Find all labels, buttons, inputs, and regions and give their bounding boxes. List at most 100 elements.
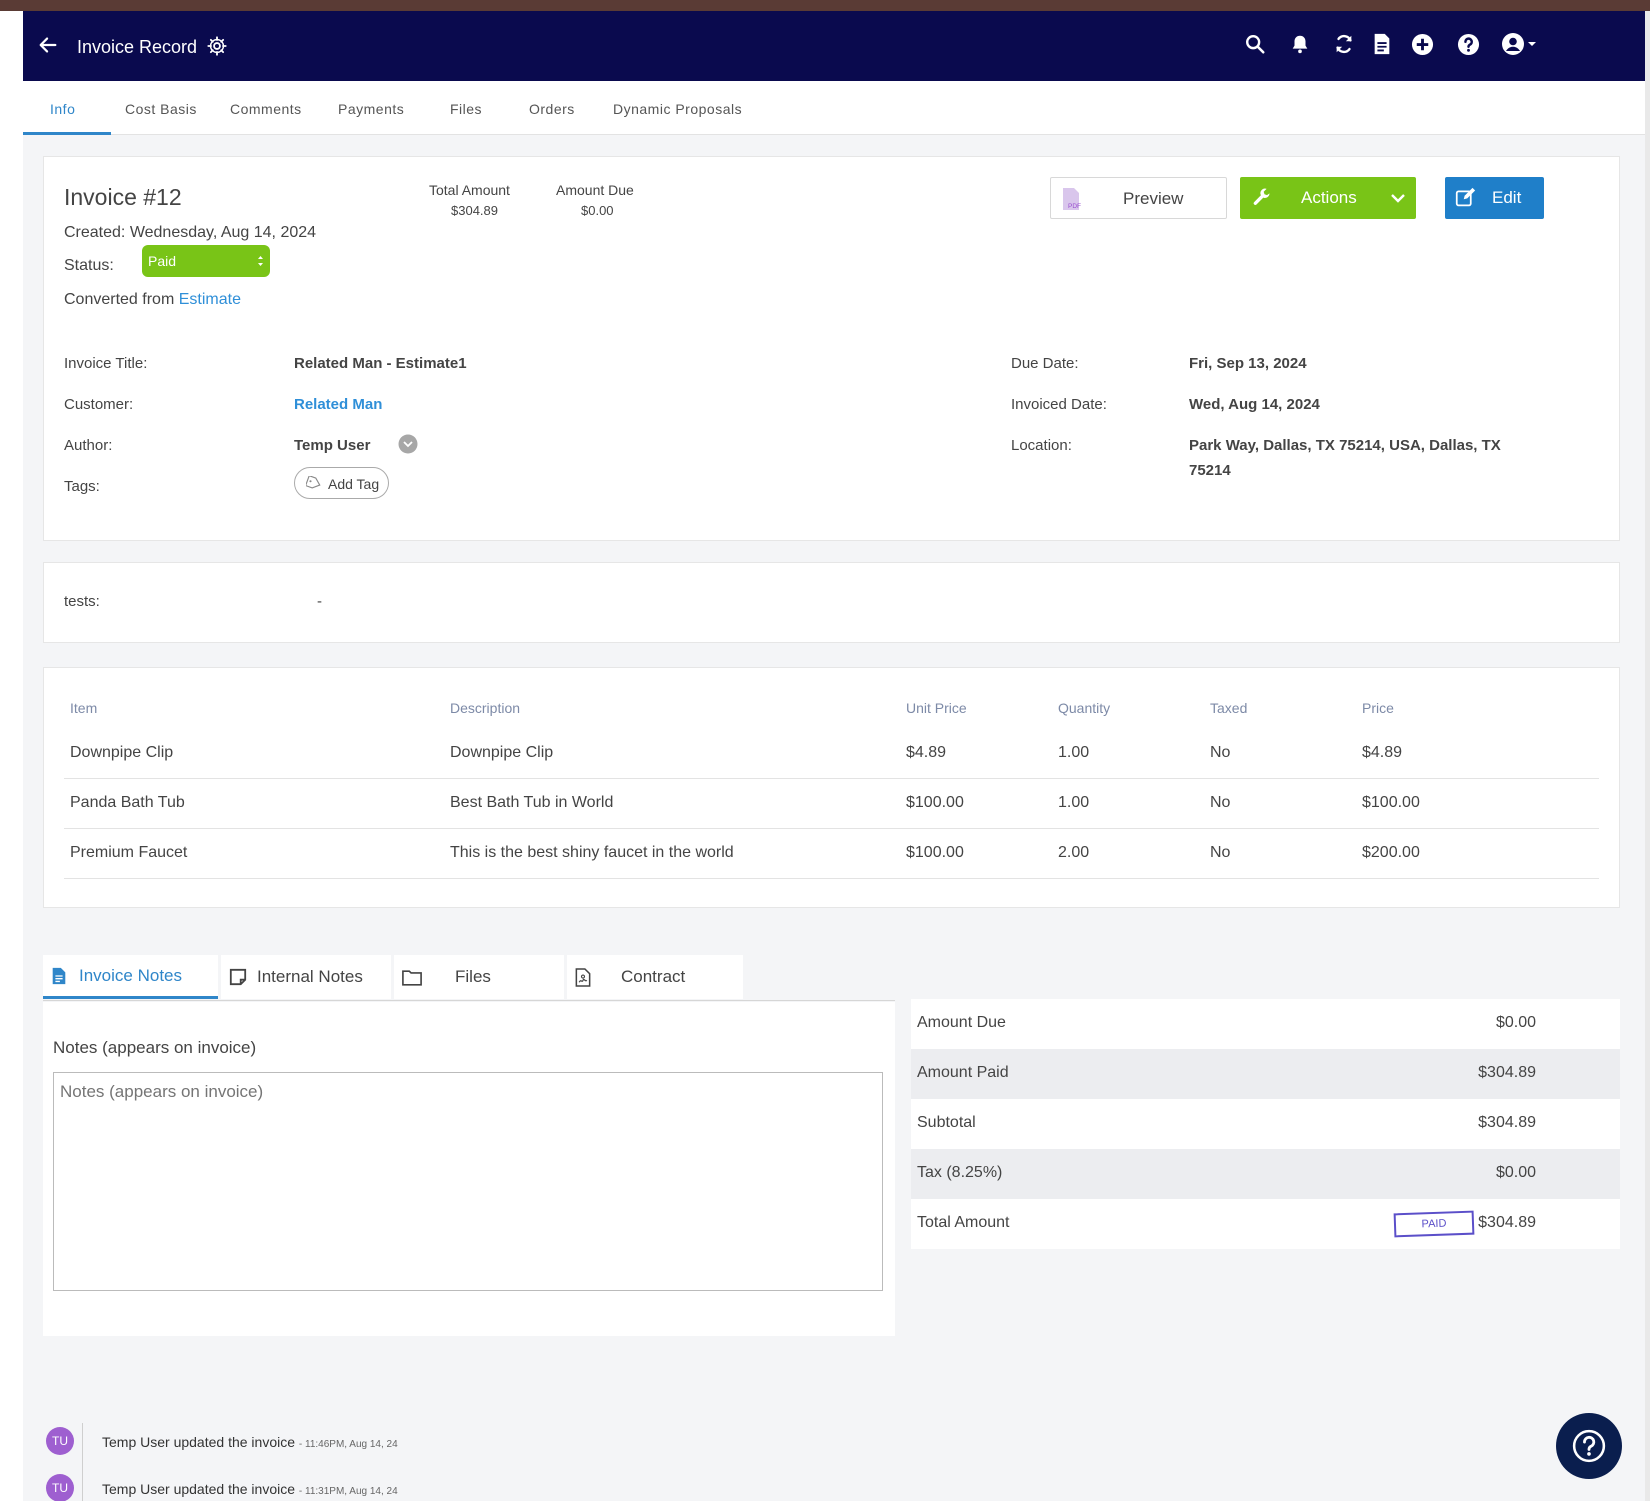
notes-panel: Notes (appears on invoice) [43, 1002, 895, 1336]
table-cell: Downpipe Clip [64, 728, 444, 779]
status-value: Paid [148, 253, 177, 269]
totals-row-subtotal: Subtotal $304.89 [917, 1114, 1536, 1131]
status-select[interactable]: Paid [142, 245, 270, 277]
table-cell: $4.89 [1356, 728, 1599, 779]
window-top-strip [0, 0, 1650, 11]
account-menu-icon[interactable] [1501, 32, 1541, 56]
table-cell: No [1204, 728, 1356, 779]
notes-tabs: Invoice Notes Internal Notes Files Contr… [43, 955, 895, 1001]
tab-info[interactable]: Info [50, 101, 76, 117]
notes-textarea[interactable] [53, 1072, 883, 1291]
tests-value: - [317, 593, 322, 610]
sync-icon[interactable] [1332, 32, 1356, 56]
tab-dynamic-proposals[interactable]: Dynamic Proposals [613, 101, 743, 117]
column-header: Unit Price [906, 700, 967, 716]
due-date-label: Due Date: [1011, 355, 1079, 372]
bell-icon[interactable] [1288, 32, 1312, 56]
table-cell: No [1204, 828, 1356, 879]
note-icon [229, 968, 247, 986]
column-header: Price [1362, 700, 1394, 716]
tab-orders[interactable]: Orders [529, 101, 575, 117]
customer-label: Customer: [64, 396, 134, 413]
author-label: Author: [64, 437, 113, 454]
gear-icon[interactable] [206, 35, 228, 57]
activity-item: Temp User updated the invoice - 11:46PM,… [102, 1434, 398, 1450]
notes-label: Notes (appears on invoice) [53, 1038, 257, 1057]
avatar: TU [46, 1474, 74, 1501]
table-cell: Best Bath Tub in World [444, 778, 900, 829]
tab-invoice-notes[interactable]: Invoice Notes [43, 955, 218, 999]
tab-files-notes[interactable]: Files [394, 955, 564, 999]
location-line-2: 75214 [1189, 462, 1231, 479]
add-circle-icon[interactable] [1410, 32, 1434, 56]
tab-files[interactable]: Files [450, 101, 483, 117]
table-cell: 1.00 [1052, 728, 1204, 779]
tab-internal-notes[interactable]: Internal Notes [221, 955, 391, 999]
page-title: Invoice Record [77, 37, 198, 57]
table-row: Panda Bath Tub Best Bath Tub in World $1… [64, 778, 1599, 829]
table-cell: 1.00 [1052, 778, 1204, 829]
folder-icon [402, 969, 422, 986]
author-dropdown-icon[interactable] [398, 434, 418, 454]
avatar: TU [46, 1427, 74, 1455]
app-container: Invoice Record Info Cost Basis Comments … [23, 11, 1645, 1501]
customer-link[interactable]: Related Man [294, 396, 383, 413]
help-chat-button[interactable] [1556, 1413, 1622, 1479]
table-row: Downpipe Clip Downpipe Clip $4.89 1.00 N… [64, 728, 1599, 779]
table-cell: 2.00 [1052, 828, 1204, 879]
contract-icon [575, 967, 591, 987]
top-header: Invoice Record [23, 11, 1645, 81]
back-arrow-icon[interactable] [37, 34, 59, 56]
preview-button[interactable]: PDF Preview [1050, 177, 1227, 219]
tag-icon [306, 476, 321, 489]
document-icon[interactable] [1370, 32, 1394, 56]
column-header: Description [450, 700, 521, 716]
created-date: Created: Wednesday, Aug 14, 2024 [64, 224, 317, 241]
table-cell: $100.00 [900, 828, 1052, 879]
line-items-table: Item Description Unit Price Quantity Tax… [64, 688, 1599, 879]
invoice-title-value: Related Man - Estimate1 [294, 355, 467, 372]
table-cell: Downpipe Clip [444, 728, 900, 779]
invoice-summary-card: Invoice #12 Created: Wednesday, Aug 14, … [43, 156, 1620, 541]
table-cell: $100.00 [1356, 778, 1599, 829]
due-date-value: Fri, Sep 13, 2024 [1189, 355, 1307, 372]
totals-row-amount-due: Amount Due $0.00 [917, 1014, 1536, 1031]
totals-row-amount-paid: Amount Paid $304.89 [911, 1049, 1620, 1099]
estimate-link[interactable]: Estimate [178, 291, 241, 308]
table-row: Premium Faucet This is the best shiny fa… [64, 828, 1599, 879]
totals-row-tax: Tax (8.25%) $0.00 [911, 1149, 1620, 1199]
invoiced-date-value: Wed, Aug 14, 2024 [1189, 396, 1320, 413]
help-icon [1572, 1429, 1606, 1463]
pdf-icon: PDF [1063, 188, 1081, 210]
table-cell: $100.00 [900, 778, 1052, 829]
active-tab-indicator [23, 132, 111, 135]
actions-button[interactable]: Actions [1240, 177, 1416, 219]
table-cell: Panda Bath Tub [64, 778, 444, 829]
tab-contract[interactable]: Contract [567, 955, 743, 999]
table-cell: $200.00 [1356, 828, 1599, 879]
invoice-title-label: Invoice Title: [64, 355, 148, 372]
window-right-edge [1645, 11, 1650, 1501]
invoiced-date-label: Invoiced Date: [1011, 396, 1107, 413]
search-icon[interactable] [1243, 32, 1267, 56]
table-header-row: Item Description Unit Price Quantity Tax… [64, 688, 1599, 728]
table-cell: No [1204, 778, 1356, 829]
tags-label: Tags: [64, 478, 100, 495]
record-tabs: Info Cost Basis Comments Payments Files … [23, 81, 1645, 135]
wrench-icon [1253, 188, 1270, 205]
location-line-1: Park Way, Dallas, TX 75214, USA, Dallas,… [1189, 437, 1501, 454]
column-header: Quantity [1058, 700, 1111, 716]
column-header: Taxed [1210, 700, 1248, 716]
tab-payments[interactable]: Payments [338, 101, 405, 117]
tab-comments[interactable]: Comments [230, 101, 302, 117]
tab-cost-basis[interactable]: Cost Basis [125, 101, 197, 117]
document-icon [52, 967, 66, 984]
add-tag-button[interactable]: Add Tag [294, 467, 389, 499]
totals-row-total: Total Amount PAID $304.89 [911, 1199, 1620, 1249]
activity-timeline-line [82, 1423, 83, 1501]
edit-icon [1455, 187, 1476, 207]
total-amount-label: Total Amount [429, 182, 510, 198]
edit-button[interactable]: Edit [1445, 177, 1544, 219]
help-icon[interactable] [1456, 32, 1480, 56]
column-header: Item [70, 700, 98, 716]
